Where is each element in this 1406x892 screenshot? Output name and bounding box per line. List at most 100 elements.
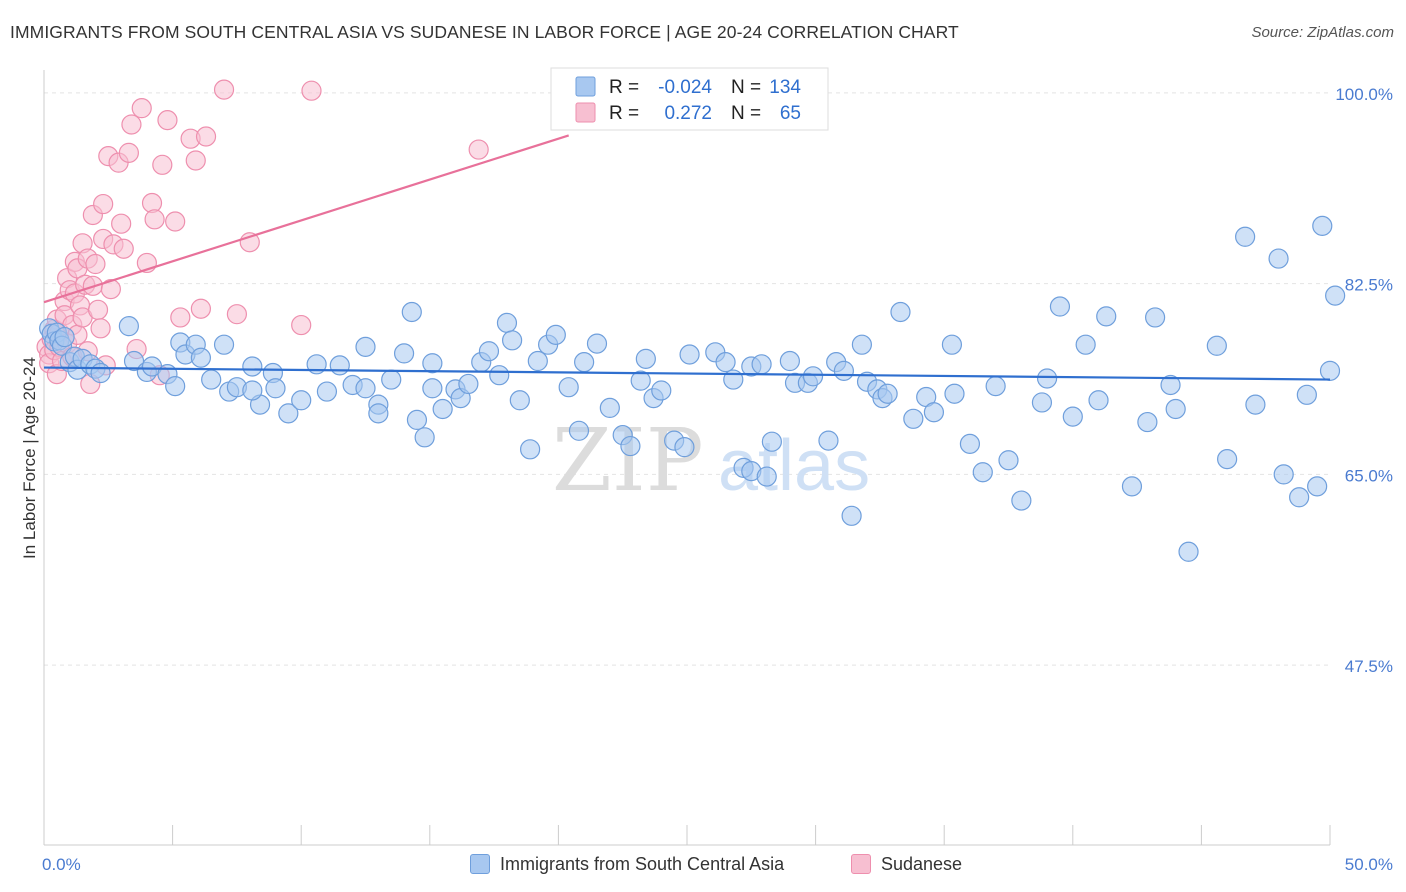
data-point-south-central-asia <box>190 347 211 368</box>
trendlines <box>43 134 1331 381</box>
data-point-south-central-asia <box>1121 476 1143 497</box>
data-point-south-central-asia <box>1206 335 1227 356</box>
data-point-south-central-asia <box>620 435 641 457</box>
data-point-sudanese <box>195 126 217 147</box>
data-point-sudanese <box>113 238 134 259</box>
data-point-south-central-asia <box>558 377 579 398</box>
data-point-south-central-asia <box>833 360 854 381</box>
data-point-south-central-asia <box>761 431 782 452</box>
data-point-south-central-asia <box>651 380 672 401</box>
data-point-sudanese <box>90 318 111 339</box>
data-point-sudanese <box>291 314 312 336</box>
data-point-sudanese <box>93 193 114 215</box>
data-point-south-central-asia <box>1273 464 1294 485</box>
legend-label-sudanese: Sudanese <box>881 853 963 874</box>
data-point-south-central-asia <box>368 403 389 424</box>
data-point-south-central-asia <box>1165 398 1186 420</box>
legend-n-value-blue: 134 <box>769 77 801 98</box>
data-point-south-central-asia <box>630 370 651 391</box>
data-point-sudanese <box>87 299 109 320</box>
y-tick-label: 47.5% <box>1345 657 1393 676</box>
data-point-sudanese <box>118 142 139 163</box>
data-point-south-central-asia <box>599 397 620 419</box>
legend-r-value-blue: -0.024 <box>658 77 712 98</box>
legend-swatch-pink <box>575 102 596 123</box>
data-point-south-central-asia <box>903 408 924 429</box>
data-point-south-central-asia <box>890 301 911 323</box>
data-point-sudanese <box>131 98 152 119</box>
data-point-south-central-asia <box>1319 360 1341 381</box>
legend-swatch-south-central-asia <box>470 854 490 874</box>
data-point-sudanese <box>301 80 322 101</box>
data-point-sudanese <box>152 154 173 175</box>
y-tick-label: 65.0% <box>1345 466 1393 485</box>
correlation-legend: R = -0.024 N = 134 R = 0.272 N = 65 <box>550 67 829 131</box>
data-point-sudanese <box>468 139 489 160</box>
legend-n-label-blue: N = <box>731 77 761 98</box>
trendline-south-central-asia <box>43 366 1331 381</box>
legend-n-label-pink: N = <box>731 103 761 124</box>
data-point-south-central-asia <box>1075 334 1096 355</box>
data-point-south-central-asia <box>1049 296 1071 317</box>
data-point-south-central-asia <box>496 312 518 333</box>
data-point-south-central-asia <box>201 369 222 390</box>
data-point-south-central-asia <box>242 356 263 377</box>
data-point-south-central-asia <box>574 352 595 373</box>
data-point-south-central-asia <box>213 334 235 355</box>
data-point-south-central-asia <box>329 355 350 376</box>
watermark: ZIP atlas <box>552 411 870 511</box>
data-point-sudanese <box>190 298 211 319</box>
data-point-south-central-asia <box>1268 248 1289 269</box>
data-point-south-central-asia <box>851 334 872 355</box>
data-point-south-central-asia <box>635 348 656 369</box>
data-point-sudanese <box>121 114 142 135</box>
data-point-south-central-asia <box>1062 406 1083 427</box>
data-point-sudanese <box>165 211 186 232</box>
data-point-south-central-asia <box>818 430 839 451</box>
data-point-south-central-asia <box>756 466 777 487</box>
data-point-south-central-asia <box>1031 392 1053 413</box>
legend-n-value-pink: 65 <box>780 103 801 124</box>
data-point-south-central-asia <box>568 420 590 441</box>
data-point-south-central-asia <box>679 344 700 365</box>
data-point-south-central-asia <box>401 301 422 323</box>
data-point-south-central-asia <box>941 334 963 355</box>
data-point-south-central-asia <box>478 341 500 362</box>
data-point-south-central-asia <box>1178 541 1199 562</box>
data-point-south-central-asia <box>1036 368 1058 389</box>
data-point-south-central-asia <box>381 369 402 390</box>
data-point-sudanese <box>170 307 191 328</box>
data-point-south-central-asia <box>1307 476 1328 497</box>
data-point-south-central-asia <box>265 378 286 399</box>
data-point-south-central-asia <box>841 505 862 526</box>
data-point-south-central-asia <box>414 427 435 448</box>
data-point-sudanese <box>85 253 106 275</box>
data-point-south-central-asia <box>959 433 981 454</box>
data-point-south-central-asia <box>509 390 530 411</box>
data-point-south-central-asia <box>715 352 736 373</box>
data-point-south-central-asia <box>998 450 1019 471</box>
x-tick-labels: 0.0% 50.0% <box>42 855 1393 874</box>
legend-swatch-blue <box>575 76 596 97</box>
axes <box>43 70 1331 846</box>
data-point-south-central-asia <box>520 439 541 460</box>
data-point-south-central-asia <box>90 362 111 384</box>
legend-label-south-central-asia: Immigrants from South Central Asia <box>500 853 785 874</box>
data-point-south-central-asia <box>422 353 443 374</box>
data-point-sudanese <box>213 79 235 100</box>
data-point-south-central-asia <box>1096 306 1117 327</box>
x-tick-label: 50.0% <box>1345 855 1393 874</box>
data-point-south-central-asia <box>1289 487 1310 508</box>
data-point-south-central-asia <box>1325 285 1346 306</box>
data-point-sudanese <box>111 213 132 234</box>
chart-title: IMMIGRANTS FROM SOUTH CENTRAL ASIA VS SU… <box>10 22 959 42</box>
y-tick-label: 82.5% <box>1345 276 1393 295</box>
data-point-south-central-asia <box>802 366 824 387</box>
data-point-south-central-asia <box>1137 411 1158 433</box>
data-point-south-central-asia <box>393 343 415 364</box>
y-tick-labels: 100.0% 82.5% 65.0% 47.5% <box>1335 85 1393 676</box>
data-point-south-central-asia <box>1245 394 1266 415</box>
data-point-south-central-asia <box>278 403 299 424</box>
data-point-south-central-asia <box>1145 307 1166 328</box>
